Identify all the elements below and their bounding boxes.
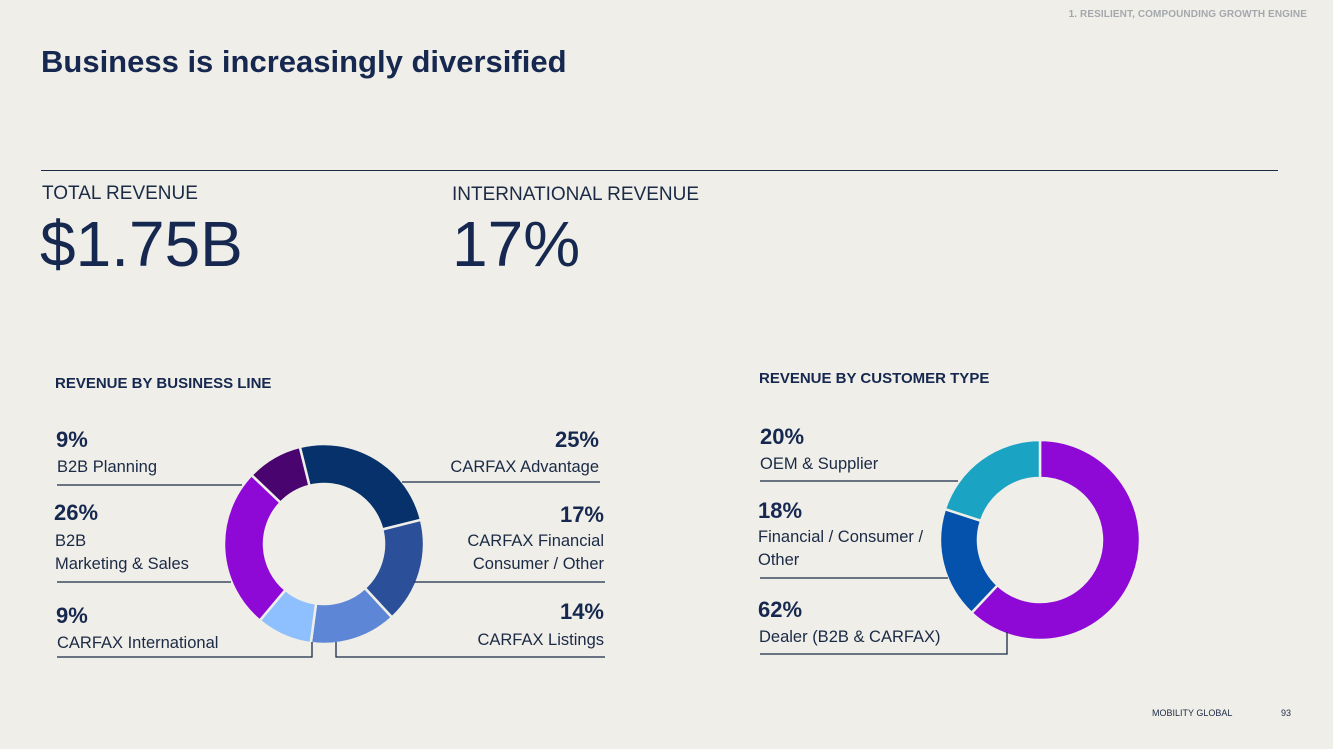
label-carfax-listings: CARFAX Listings [477,631,604,649]
intl-revenue-label: INTERNATIONAL REVENUE [452,184,700,205]
label-financial-consumer-line2: Other [758,551,800,569]
pct-carfax-listings: 14% [559,599,604,624]
pct-oem-supplier: 20% [760,424,805,449]
label-carfax-financial: CARFAX Financial [467,532,604,550]
intl-revenue-value: 17% [452,208,581,280]
divider-rule [41,170,1278,171]
label-financial-consumer: Financial / Consumer / [758,528,924,546]
slice-b2b-planning [250,445,311,504]
label-oem-supplier: OEM & Supplier [760,455,879,473]
pct-carfax-advantage: 25% [554,427,599,452]
pct-dealer: 62% [758,597,803,622]
label-carfax-international: CARFAX International [57,634,219,652]
pct-b2b-planning: 9% [56,427,88,452]
chart-title-business-line: REVENUE BY BUSINESS LINE [55,375,272,392]
pct-carfax-international: 9% [56,603,88,628]
section-tag: 1. RESILIENT, COMPOUNDING GROWTH ENGINE [1068,9,1307,20]
leader-lines [57,480,1008,658]
pct-carfax-financial: 17% [559,502,604,527]
slice-dealer-b2b-carfax [970,438,1142,642]
footer-page-number: 93 [1281,708,1292,718]
pct-financial-consumer: 18% [758,498,803,523]
footer-brand: MOBILITY GLOBAL [1152,708,1233,718]
leader-carfax-international [57,642,313,658]
label-b2b-marketing-line2: Marketing & Sales [55,555,189,573]
chart-title-customer-type: REVENUE BY CUSTOMER TYPE [759,370,990,387]
donut-business-line [222,442,426,646]
donut-customer-type [938,438,1142,642]
page-title: Business is increasingly diversified [41,44,567,79]
label-b2b-marketing: B2B [55,532,87,550]
slice-carfax-advantage [298,442,423,531]
total-revenue-label: TOTAL REVENUE [42,183,198,204]
pct-b2b-marketing: 26% [54,500,99,525]
label-b2b-planning: B2B Planning [57,458,157,476]
label-carfax-advantage: CARFAX Advantage [450,458,599,476]
total-revenue-value: $1.75B [40,208,243,280]
label-dealer: Dealer (B2B & CARFAX) [759,628,941,646]
label-carfax-financial-line2: Consumer / Other [472,555,604,573]
slice-oem-supplier [943,438,1042,523]
leader-carfax-listings [335,642,605,658]
leader-dealer [760,632,1008,655]
